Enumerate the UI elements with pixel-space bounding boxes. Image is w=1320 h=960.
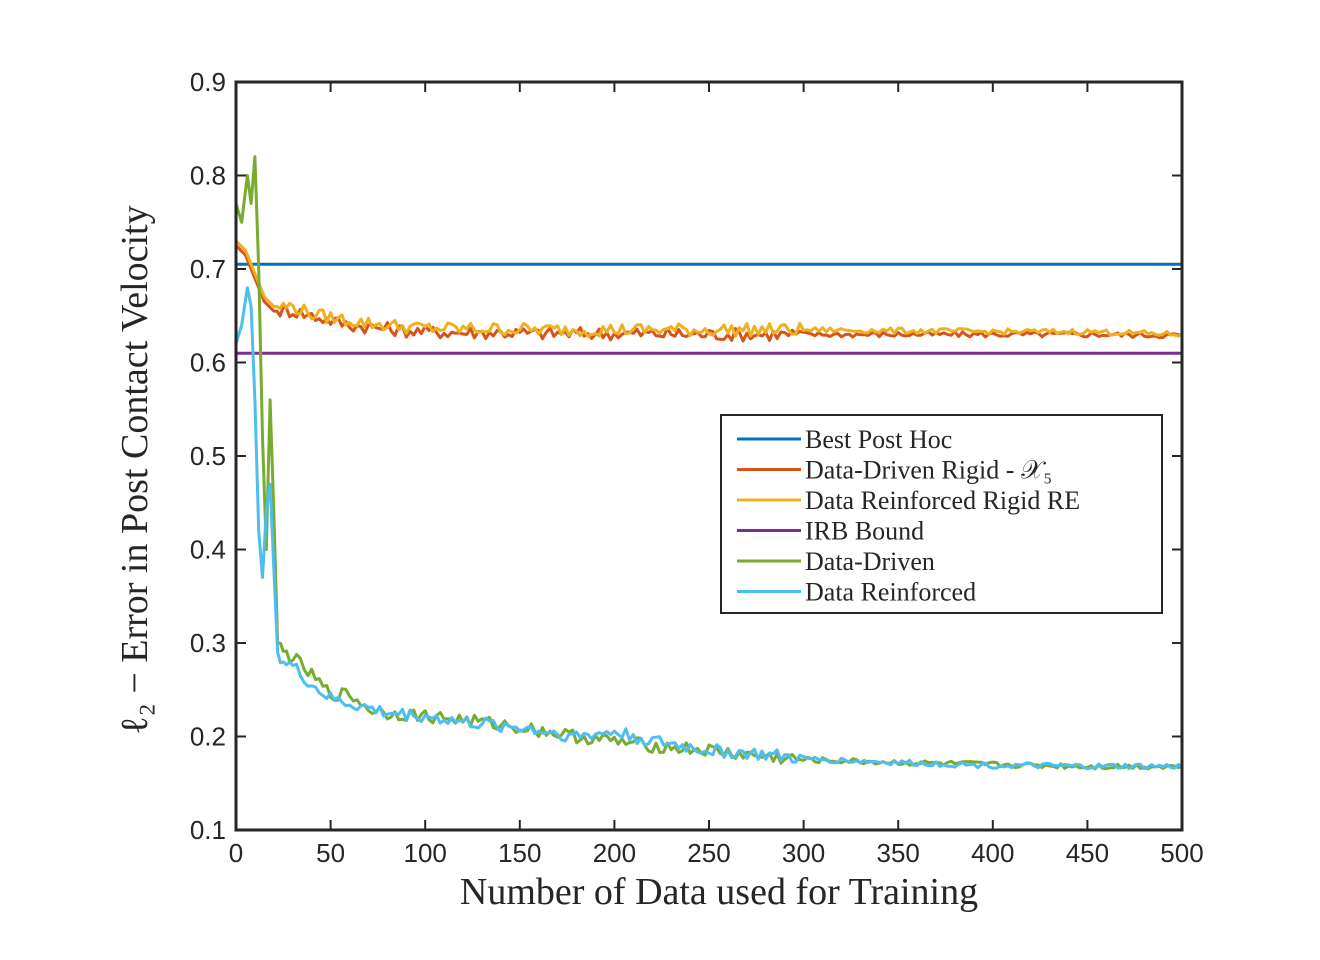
x-tick-label: 100 (404, 838, 447, 868)
y-axis-label: ℓ₂ − Error in Post Contact Velocity (114, 205, 156, 734)
legend-label-5: Data Reinforced (805, 578, 976, 607)
x-tick-label: 400 (971, 838, 1014, 868)
legend-label-2: Data Reinforced Rigid RE (805, 486, 1080, 515)
axes-layer: 0 50 100 150 200 250 300 350 400 450 500 0.1 0.2 0.3 0… (190, 67, 1204, 868)
legend-label-3: IRB Bound (805, 517, 924, 546)
x-tick-label: 300 (782, 838, 825, 868)
x-tick-label: 250 (687, 838, 730, 868)
x-tick-label: 500 (1160, 838, 1203, 868)
x-tick-label: 50 (316, 838, 345, 868)
y-tick-label: 0.9 (190, 67, 226, 97)
x-tick-label: 200 (593, 838, 636, 868)
series-line-5 (234, 286, 1183, 771)
legend-label-4: Data-Driven (805, 547, 935, 576)
y-tick-label: 0.2 (190, 722, 226, 752)
x-tick-label: 0 (229, 838, 243, 868)
legend-box (720, 414, 1163, 614)
legend-label-0: Best Post Hoc (805, 425, 952, 454)
y-tick-label: 0.4 (190, 535, 226, 565)
y-tick-label: 0.8 (190, 161, 226, 191)
x-axis-label: Number of Data used for Training (460, 871, 978, 913)
x-tick-label: 350 (877, 838, 920, 868)
x-tick-label: 150 (498, 838, 541, 868)
x-tick-label: 450 (1066, 838, 1109, 868)
y-tick-label: 0.1 (190, 815, 226, 845)
y-tick-label: 0.5 (190, 441, 226, 471)
y-tick-label: 0.7 (190, 254, 226, 284)
y-tick-label: 0.6 (190, 348, 226, 378)
series-line-2 (234, 239, 1183, 338)
legend-label-1: Data-Driven Rigid - 𝒳₅ (805, 456, 1052, 485)
y-tick-label: 0.3 (190, 628, 226, 658)
series-layer (234, 155, 1183, 771)
